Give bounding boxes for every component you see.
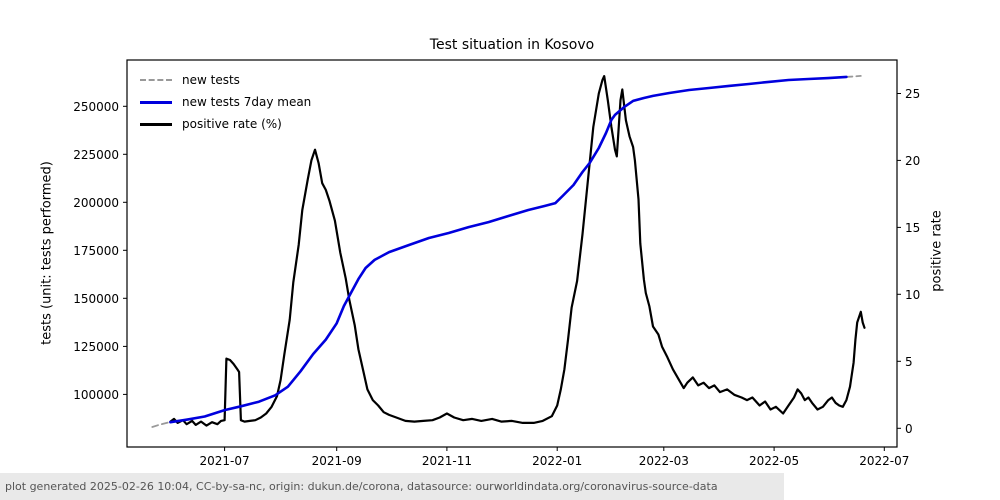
y-left-tick-label: 125000 [73,340,119,354]
y-left-tick-label: 250000 [73,100,119,114]
y-left-tick-label: 200000 [73,196,119,210]
chart-title: Test situation in Kosovo [429,37,595,53]
y-right-tick-label: 10 [905,288,920,302]
legend-item-positive-rate: positive rate (%) [140,113,311,135]
x-tick-label: 2022-05 [749,454,799,468]
legend-label: new tests [182,73,240,87]
series-positive-rate [169,74,866,427]
x-tick-label: 2022-03 [639,454,689,468]
dashed-line-sample-icon [140,79,172,81]
y-left-tick-label: 225000 [73,148,119,162]
x-tick-label: 2022-07 [859,454,909,468]
y-right-tick-label: 20 [905,154,920,168]
x-tick-label: 2021-07 [200,454,250,468]
legend-item-new-tests-7day-mean: new tests 7day mean [140,91,311,113]
y-left-tick-label: 100000 [73,388,119,402]
legend: new tests new tests 7day mean positive r… [138,67,318,137]
y-left-tick-label: 150000 [73,292,119,306]
y-axis-label-right: positive rate [929,210,945,292]
y-right-tick-label: 25 [905,87,920,101]
footer-attribution: plot generated 2025-02-26 10:04, CC-by-s… [0,473,784,500]
series-new-tests [845,75,862,78]
series-new-tests-7day-mean [169,75,848,424]
legend-label: new tests 7day mean [182,95,312,109]
legend-label: positive rate (%) [182,117,282,131]
y-right-tick-label: 0 [905,422,913,436]
y-left-tick-label: 175000 [73,244,119,258]
blue-line-sample-icon [140,100,172,104]
y-axis-label-left: tests (unit: tests performed) [39,161,55,345]
y-right-tick-label: 5 [905,355,913,369]
x-tick-label: 2022-01 [532,454,582,468]
plot-frame [126,59,898,448]
x-tick-label: 2021-11 [422,454,472,468]
series-new-tests [151,421,172,428]
black-line-sample-icon [140,122,172,126]
x-tick-label: 2021-09 [312,454,362,468]
legend-item-new-tests: new tests [140,69,311,91]
y-right-tick-label: 15 [905,221,920,235]
